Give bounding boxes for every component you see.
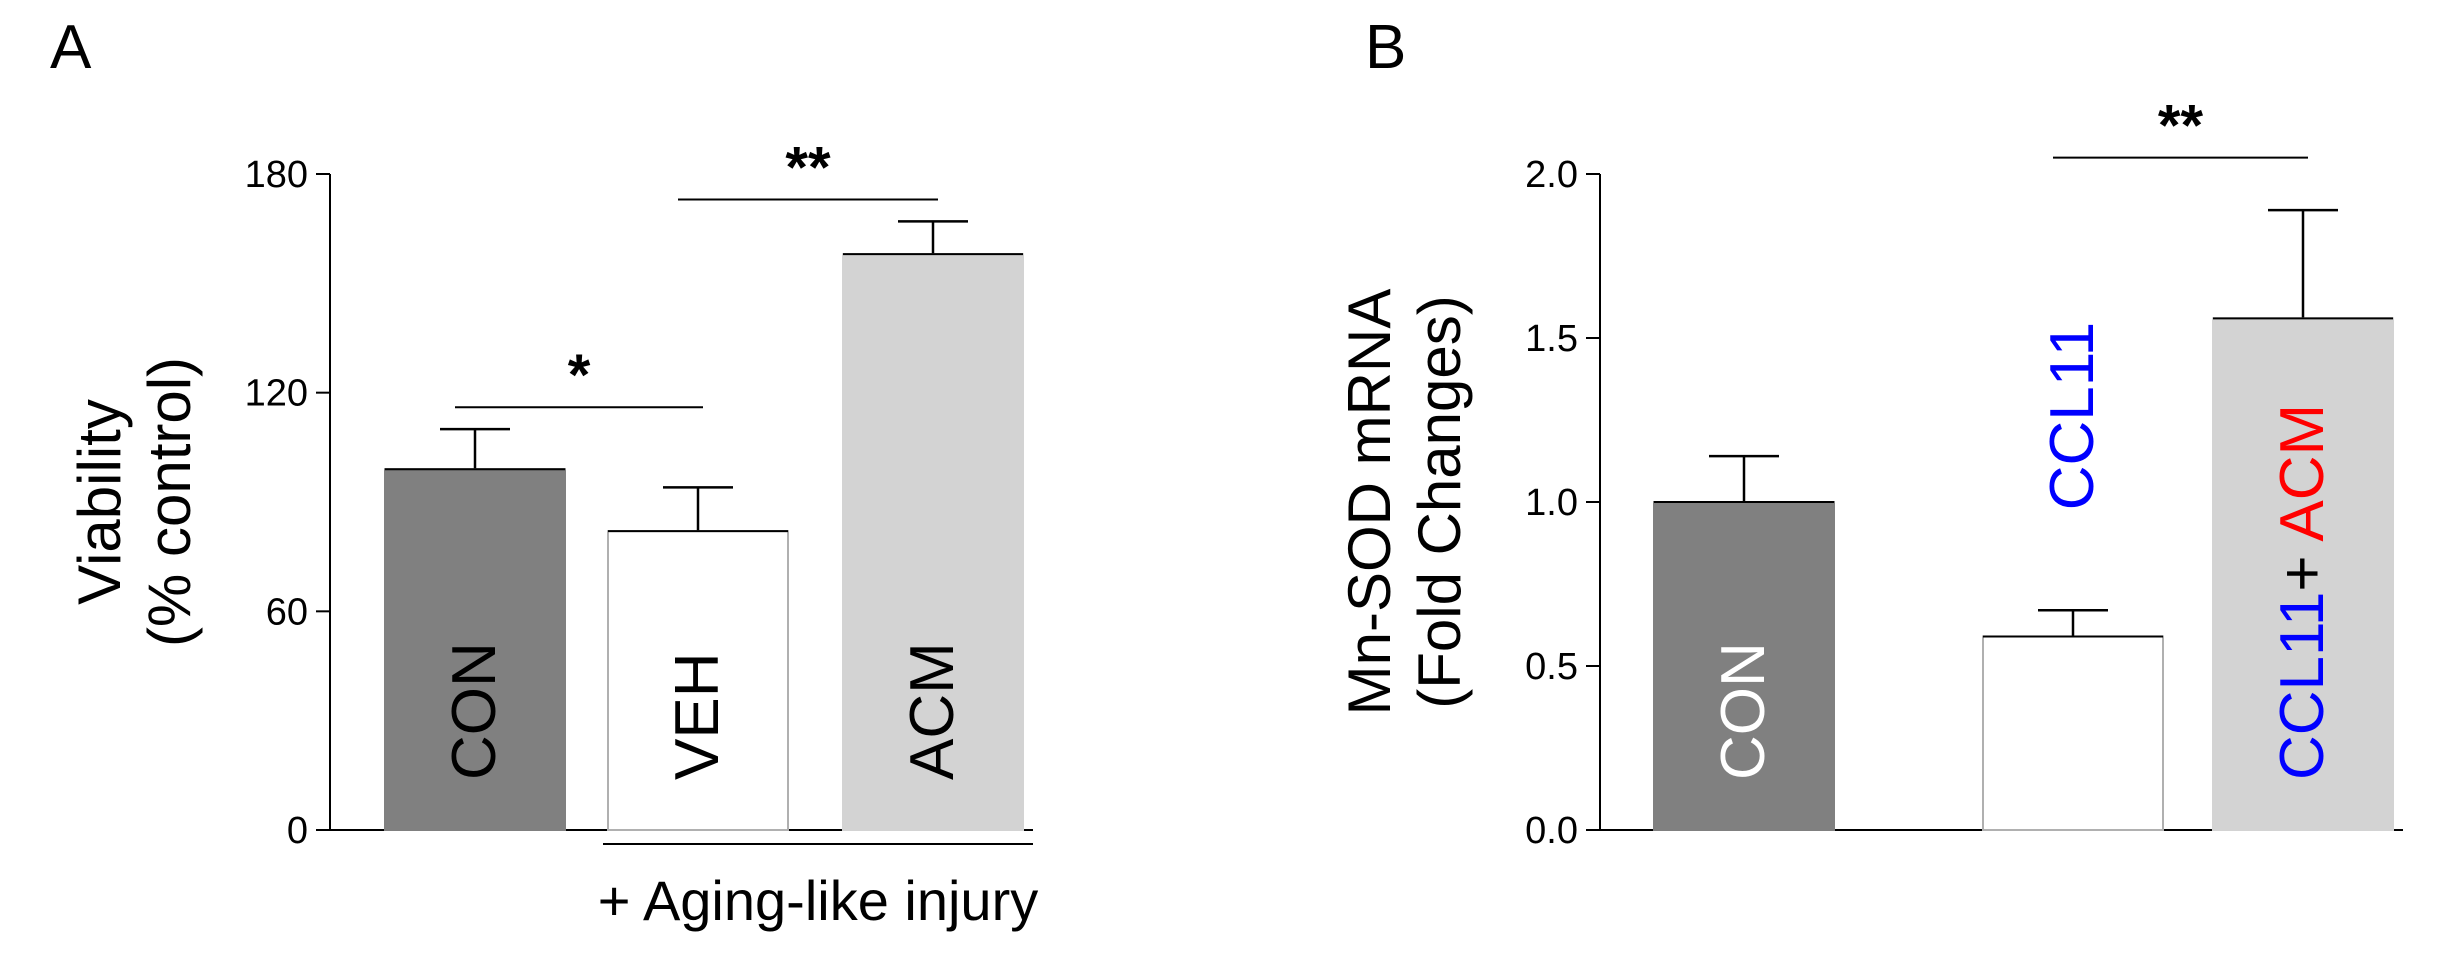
chart-a-sig-label-0: * [568,343,591,408]
chart-a-sig-label-1: ** [785,136,831,201]
chart-b-ytick-label-2: 1.0 [1525,482,1578,524]
chart-b-bar-label-0-part-0: CON [1709,642,1778,780]
chart-b-bar-label-0: CON [1709,642,1778,780]
panel-label-b: B [1365,13,1406,82]
chart-a-bar-2 [842,253,1024,831]
panel-label-a: A [50,13,92,82]
chart-b-bar-label-1: CCL11 [2038,322,2107,510]
chart-a-bar-label-1: VEH [663,653,732,780]
chart-a-ytick-label-0: 0 [287,810,308,852]
chart-b-bar-0 [1653,501,1835,831]
chart-b-ylabel-line2: (Fold Changes) [1406,295,1473,709]
chart-b-ylabel-line1: Mn-SOD mRNA [1336,289,1403,716]
chart-a-ytick-label-2: 120 [245,373,308,415]
chart-b-sig-label-0: ** [2158,94,2204,159]
chart-b-bar-label-2-part-1: + [2268,542,2337,592]
chart-b: 0.0 0.5 1.0 1.5 2.0 Mn-SOD mRNA (Fold Changes)… [1336,94,2403,852]
chart-a-bar-0 [384,468,566,831]
chart-a-ylabel-line2: (% control) [136,357,203,647]
chart-b-ytick-label-3: 1.5 [1525,318,1578,360]
chart-b-bar-label-1-part-0: CCL11 [2038,322,2107,510]
chart-b-ytick-label-1: 0.5 [1525,646,1578,688]
chart-b-ytick-label-0: 0.0 [1525,810,1578,852]
chart-b-bar-label-2: CCL11+ ACM [2268,404,2337,780]
chart-a-ylabel-line1: Viability [66,399,133,605]
chart-b-bar-label-2-part-2: ACM [2268,404,2337,542]
chart-a-bar-label-2: ACM [898,642,967,780]
chart-a-bar-label-0: CON [440,642,509,780]
chart-b-ytick-label-4: 2.0 [1525,154,1578,196]
chart-b-bar-1 [1982,635,2164,831]
chart-a-bar-1 [607,530,789,832]
chart-a-group-bracket-label: + Aging-like injury [598,869,1038,932]
chart-b-bar-label-2-part-0: CCL11 [2268,592,2337,780]
chart-a-ytick-label-1: 60 [266,591,308,633]
chart-b-bar-2 [2212,317,2394,831]
chart-a-ytick-label-3: 180 [245,154,308,196]
